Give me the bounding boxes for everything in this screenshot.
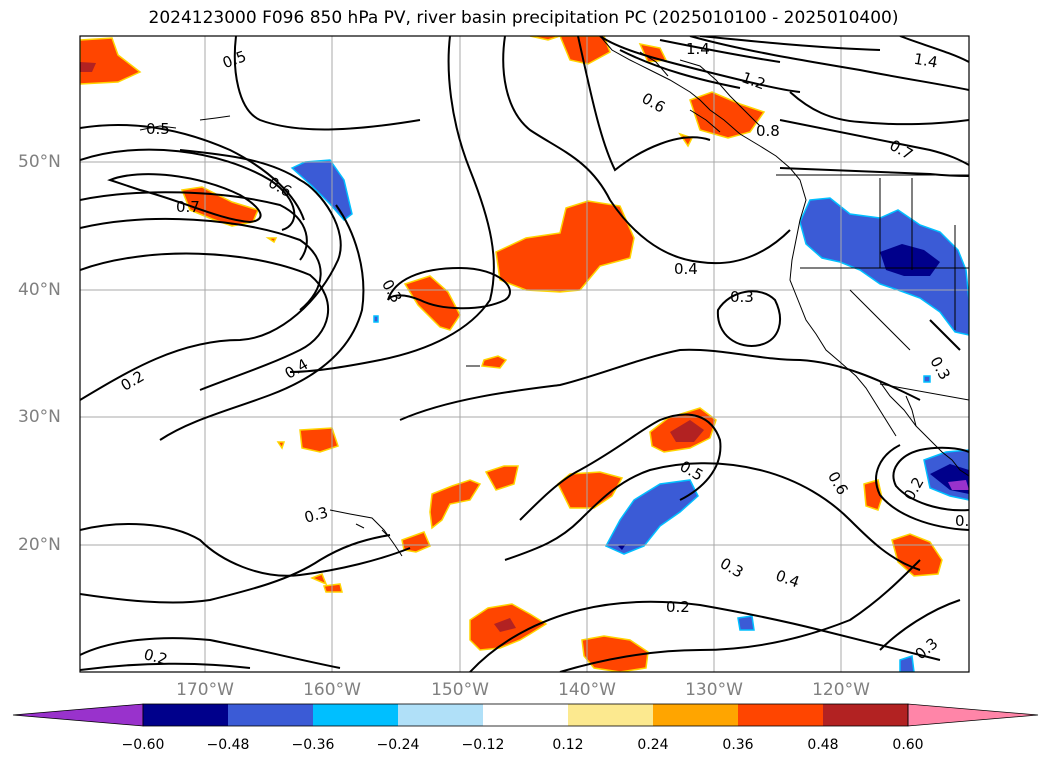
contour-label: 0.7 — [886, 136, 916, 164]
contour-label: 1.4 — [912, 50, 939, 72]
lat-label: 30°N — [18, 407, 61, 427]
political-borders — [776, 174, 969, 401]
contour-label: 0.5 — [146, 120, 170, 138]
contour-label: 0.8 — [756, 122, 780, 140]
coastlines — [139, 36, 969, 557]
contour-label: 1.2 — [739, 68, 768, 93]
precip-positive-shading — [80, 36, 943, 672]
colorbar-tick-label: −0.12 — [461, 737, 505, 753]
colorbar-tick-label: 0.12 — [552, 737, 584, 753]
colorbar-tick-label: 0.24 — [637, 737, 669, 753]
contour-label: 0.2 — [142, 645, 170, 669]
lat-label: 20°N — [18, 535, 61, 555]
colorbar-segment — [313, 704, 398, 726]
lon-label: 120°W — [812, 680, 870, 700]
colorbar-extend-low — [12, 703, 144, 727]
map-title: 2024123000 F096 850 hPa PV, river basin … — [148, 8, 899, 28]
contour-label: 0.3 — [717, 554, 747, 582]
lat-label: 50°N — [18, 152, 61, 172]
colorbar — [12, 703, 1039, 727]
precip-negative-shading — [290, 159, 969, 672]
contour-label: 0.2 — [666, 598, 690, 616]
contour-label: 0.3 — [378, 276, 406, 306]
contour-label: 0.6 — [824, 468, 852, 498]
colorbar-tick-label: −0.48 — [206, 737, 250, 753]
colorbar-segment — [738, 704, 823, 726]
lon-label: 140°W — [558, 680, 616, 700]
lon-label: 150°W — [431, 680, 489, 700]
contour-label: 0.3 — [955, 512, 979, 530]
contour-label: 0.3 — [730, 288, 754, 306]
colorbar-segment — [143, 704, 228, 726]
contour-label: 0.5 — [220, 47, 249, 72]
map-panel: 0.5 0.5 0.7 0.6 0.3 0.2 0.4 1.4 1.2 1.4 … — [79, 35, 979, 673]
contour-label: 0.2 — [118, 367, 148, 395]
contour-label: 0.6 — [639, 89, 669, 117]
pv-contours — [80, 36, 969, 672]
colorbar-segment — [228, 704, 313, 726]
contour-label: 0.4 — [674, 260, 698, 278]
contour-label: 0.7 — [176, 198, 200, 216]
lon-label: 160°W — [303, 680, 361, 700]
colorbar-segment — [568, 704, 653, 726]
colorbar-tick-label: 0.48 — [807, 737, 839, 753]
colorbar-segment — [398, 704, 483, 726]
colorbar-tick-label: −0.24 — [376, 737, 420, 753]
colorbar-outline — [142, 703, 909, 727]
colorbar-tick-label: 0.36 — [722, 737, 754, 753]
contour-label: 0.2 — [900, 474, 928, 504]
map-frame — [79, 35, 970, 673]
colorbar-tick-label: −0.36 — [291, 737, 335, 753]
contour-label: 0.3 — [302, 503, 330, 527]
colorbar-segment — [823, 704, 908, 726]
colorbar-extend-high — [907, 703, 1039, 727]
colorbar-tick-label: 0.60 — [892, 737, 924, 753]
contour-label: 0.4 — [773, 566, 802, 591]
colorbar-tick-label: −0.60 — [121, 737, 165, 753]
colorbar-segment — [653, 704, 738, 726]
colorbar-segment — [483, 704, 568, 726]
lat-label: 40°N — [18, 280, 61, 300]
contour-label: 1.4 — [686, 40, 710, 58]
lon-label: 170°W — [176, 680, 234, 700]
lon-label: 130°W — [685, 680, 743, 700]
